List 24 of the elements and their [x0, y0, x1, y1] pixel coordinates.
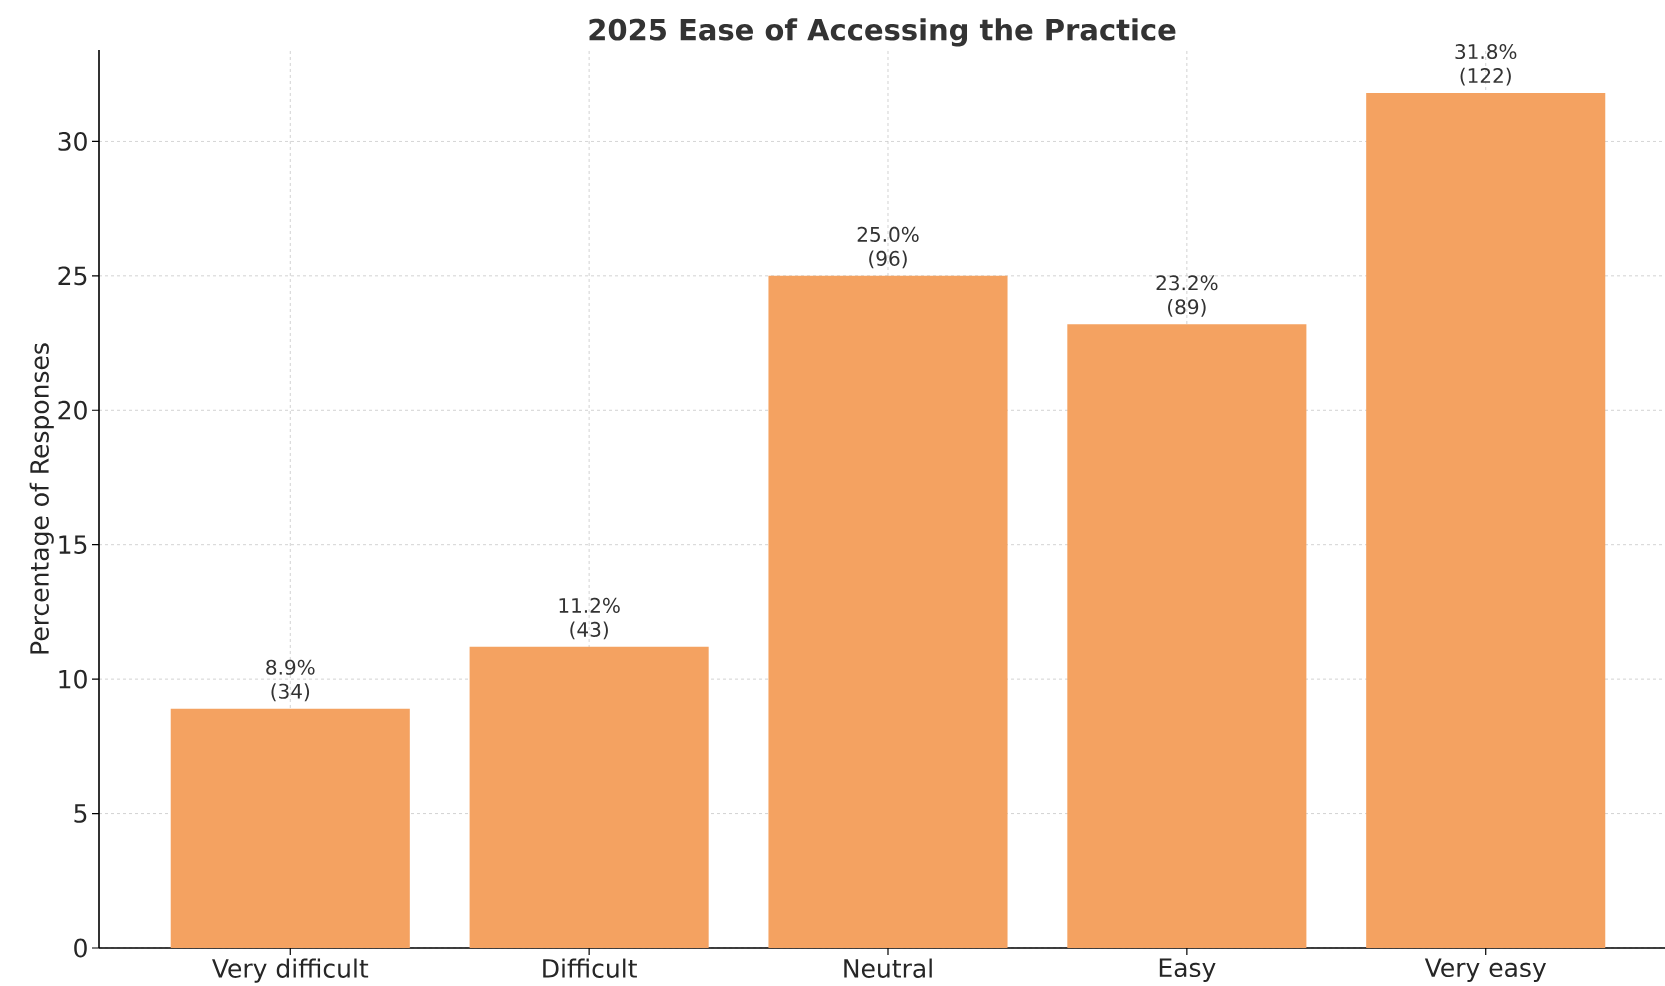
bar — [1366, 93, 1606, 948]
bar — [170, 708, 410, 948]
y-axis-title: Percentage of Responses — [29, 343, 54, 654]
chart-title: 2025 Ease of Accessing the Practice — [589, 18, 1176, 47]
data-label: 25.0% (96) — [857, 226, 919, 269]
x-tick-label: Easy — [1159, 958, 1216, 982]
y-tick-label: 20 — [58, 400, 87, 420]
x-tick-label: Difficult — [543, 958, 637, 978]
y-tick-label: 30 — [58, 131, 87, 151]
y-tick-label: 5 — [74, 804, 87, 823]
y-tick-label: 0 — [74, 938, 87, 958]
y-tick-label: 25 — [58, 266, 87, 286]
data-label: 23.2% (89) — [1156, 275, 1218, 317]
x-tick-label: Very difficult — [212, 958, 369, 983]
data-label: 8.9% (34) — [266, 659, 315, 702]
data-label: 11.2% (43) — [559, 597, 620, 640]
y-tick-label: 15 — [59, 535, 87, 554]
x-tick-label: Very easy — [1424, 958, 1546, 982]
data-label: 31.8% (122) — [1455, 44, 1517, 86]
bar — [469, 646, 709, 948]
bar — [768, 275, 1008, 948]
bar — [1067, 324, 1307, 948]
y-tick-label: 10 — [59, 669, 87, 689]
x-tick-label: Neutral — [844, 958, 932, 978]
